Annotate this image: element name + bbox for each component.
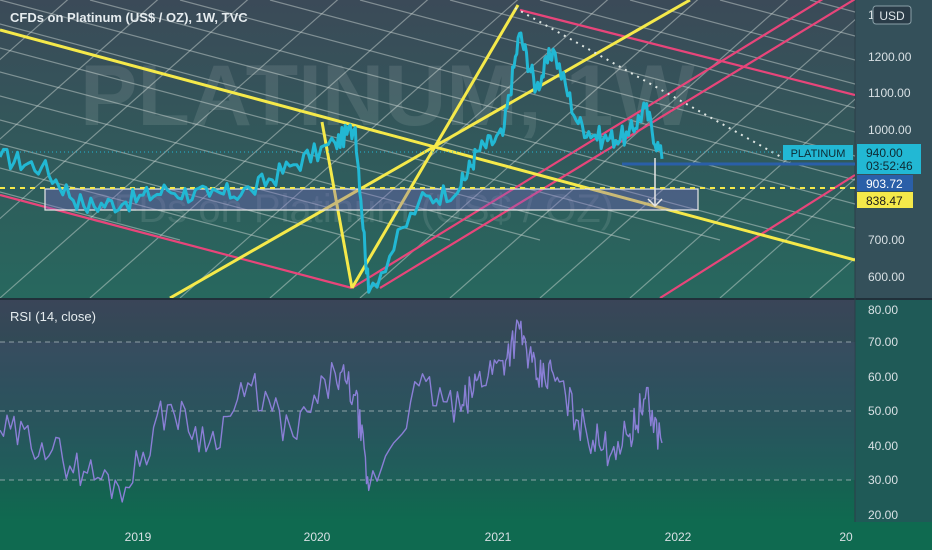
rsi-tick-labels: 80.00 70.00 60.00 50.00 40.00 30.00 20.00 bbox=[868, 303, 898, 522]
level-838-value: 838.47 bbox=[866, 194, 903, 208]
last-price-badge: 940.00 03:52:46 bbox=[857, 144, 921, 174]
currency-badge[interactable]: USD bbox=[872, 5, 912, 25]
price-tick-label: 1200.00 bbox=[868, 50, 912, 64]
fan-grid-line bbox=[539, 0, 855, 85]
fan-grid-line bbox=[0, 0, 159, 140]
fan-grid-line bbox=[0, 0, 69, 61]
rsi-tick-label: 40.00 bbox=[868, 439, 898, 453]
bar-countdown: 03:52:46 bbox=[866, 159, 913, 173]
rsi-scale-bg[interactable] bbox=[855, 300, 932, 522]
price-tick-label: 1000.00 bbox=[868, 123, 912, 137]
fan-grid-line bbox=[629, 0, 855, 61]
level-903-value: 903.72 bbox=[866, 177, 903, 191]
last-price-value: 940.00 bbox=[866, 146, 903, 160]
price-tick-label: 600.00 bbox=[868, 270, 905, 284]
level-badge-838: 838.47 bbox=[857, 192, 913, 208]
fan-grid-line bbox=[89, 0, 855, 205]
rsi-tick-label: 80.00 bbox=[868, 303, 898, 317]
fan-grid-line bbox=[0, 119, 451, 241]
time-tick-label: 2022 bbox=[665, 530, 692, 544]
currency-label: USD bbox=[879, 9, 905, 23]
price-series-line[interactable] bbox=[0, 31, 664, 294]
fan-grid-line bbox=[179, 0, 519, 298]
watermark-main: PLATINUM, 1W bbox=[80, 48, 696, 144]
price-tick-label: 1100.00 bbox=[868, 86, 911, 100]
fan-grid-line bbox=[0, 95, 541, 241]
fan-grid-line bbox=[449, 0, 855, 109]
chart-title: CFDs on Platinum (US$ / OZ), 1W, TVC bbox=[10, 10, 248, 25]
rsi-tick-label: 20.00 bbox=[868, 508, 898, 522]
level-badge-903: 903.72 bbox=[857, 175, 913, 191]
fan-grid-line bbox=[449, 0, 789, 298]
rsi-tick-label: 30.00 bbox=[868, 473, 898, 487]
fan-grid-line bbox=[269, 0, 855, 157]
rsi-title: RSI (14, close) bbox=[10, 309, 96, 324]
fan-grid-line bbox=[0, 191, 181, 241]
symbol-badge: PLATINUM bbox=[783, 145, 853, 160]
rsi-tick-label: 60.00 bbox=[868, 370, 898, 384]
rsi-band-lines bbox=[0, 341, 855, 481]
projection-arrow[interactable] bbox=[647, 158, 663, 208]
fan-grid-line bbox=[0, 167, 271, 241]
time-axis-bg[interactable] bbox=[0, 522, 932, 550]
yellow-trend-lines[interactable] bbox=[0, 0, 855, 298]
price-tick-label: 700.00 bbox=[868, 233, 905, 247]
fan-grid-line bbox=[89, 0, 429, 298]
symbol-badge-label: PLATINUM bbox=[791, 148, 846, 160]
fan-grid-line bbox=[0, 47, 721, 241]
time-tick-label: 2019 bbox=[125, 530, 152, 544]
fan-grid-line bbox=[719, 177, 855, 298]
fan-grid-line bbox=[359, 0, 855, 133]
rsi-tick-label: 50.00 bbox=[868, 404, 898, 418]
fan-grid-line bbox=[0, 71, 631, 241]
fan-grid-line bbox=[0, 143, 361, 241]
rsi-tick-label: 70.00 bbox=[868, 335, 898, 349]
fan-grid-line bbox=[539, 18, 855, 298]
fan-grid-line bbox=[629, 98, 855, 298]
time-tick-label: 20 bbox=[839, 530, 853, 544]
fan-grid-line bbox=[0, 0, 249, 220]
time-tick-label: 2021 bbox=[485, 530, 512, 544]
rsi-series-line[interactable] bbox=[0, 319, 663, 503]
time-tick-label: 2020 bbox=[304, 530, 331, 544]
fan-grid-line bbox=[0, 0, 339, 298]
time-tick-labels: 2019 2020 2021 2022 20 bbox=[125, 530, 853, 544]
